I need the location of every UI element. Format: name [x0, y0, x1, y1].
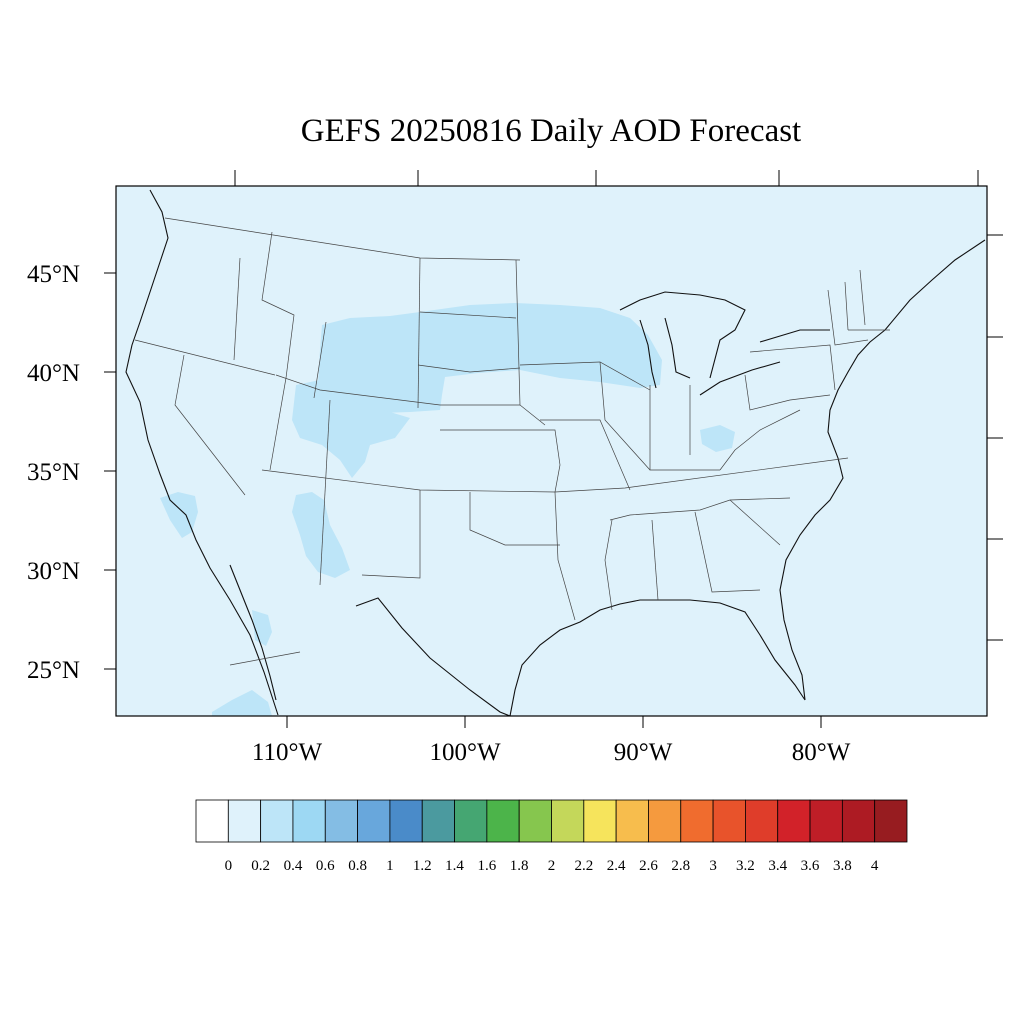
map-tick-marks: [104, 170, 1003, 728]
colorbar-level-label: 3.8: [833, 858, 852, 874]
colorbar-level-label: 0.8: [348, 858, 367, 874]
colorbar-swatch: [648, 799, 682, 843]
colorbar-swatch: [486, 799, 520, 843]
colorbar-level-label: 0.4: [284, 858, 303, 874]
coastline: [125, 189, 986, 717]
colorbar-level-label: 0: [225, 858, 233, 874]
aod-plume-ohio-valley: [700, 425, 735, 452]
aod-plume-regions: [160, 303, 735, 716]
colorbar-level-label: 2.4: [607, 858, 626, 874]
map-title: GEFS 20250816 Daily AOD Forecast: [301, 113, 801, 149]
latitude-axis: 45°N 40°N 35°N 30°N 25°N: [27, 261, 80, 684]
longitude-axis: 110°W 100°W 90°W 80°W: [252, 739, 851, 766]
colorbar-swatch: [292, 799, 326, 843]
colorbar-level-label: 2.6: [639, 858, 658, 874]
colorbar-swatch: [615, 799, 649, 843]
lon-label-80w: 80°W: [792, 739, 851, 766]
colorbar-level-label: 0.2: [251, 858, 270, 874]
lat-label-25: 25°N: [27, 657, 80, 684]
colorbar-swatch: [583, 799, 617, 843]
colorbar-level-label: 0.6: [316, 858, 335, 874]
colorbar-level-label: 3.4: [768, 858, 787, 874]
colorbar-swatch: [518, 799, 552, 843]
colorbar-level-label: 2.8: [671, 858, 690, 874]
colorbar-level-label: 1: [386, 858, 394, 874]
lat-label-30: 30°N: [27, 558, 80, 585]
colorbar-swatch: [809, 799, 843, 843]
colorbar-swatch: [195, 799, 229, 843]
lon-label-110w: 110°W: [252, 739, 323, 766]
aod-plume-colorado: [292, 380, 410, 478]
colorbar-swatch: [874, 799, 908, 843]
colorbar-swatch: [777, 799, 811, 843]
colorbar-swatch: [712, 799, 746, 843]
aod-colorbar: 0 0.2 0.4 0.6 0.8 1 1.2 1.4 1.6 1.8 2 2.2 2.4 2.6 2.8 3…: [195, 799, 908, 874]
colorbar-swatch: [357, 799, 391, 843]
lat-label-35: 35°N: [27, 459, 80, 486]
aod-plume-arizona: [292, 492, 350, 578]
colorbar-swatch: [421, 799, 455, 843]
colorbar-level-label: 3: [709, 858, 717, 874]
colorbar-level-label: 1.4: [445, 858, 464, 874]
aod-plume-socal: [160, 492, 198, 538]
lon-label-90w: 90°W: [614, 739, 673, 766]
colorbar-swatch: [841, 799, 876, 843]
colorbar-level-label: 3.6: [801, 858, 820, 874]
colorbar-swatch: [324, 799, 358, 843]
aod-plume-baja: [252, 610, 272, 646]
colorbar-level-label: 1.2: [413, 858, 432, 874]
colorbar-swatch: [227, 799, 262, 843]
colorbar-swatch: [389, 799, 423, 843]
lon-label-100w: 100°W: [429, 739, 500, 766]
aod-plume-mexico: [212, 690, 272, 716]
colorbar-level-label: 3.2: [736, 858, 755, 874]
colorbar-level-label: 2.2: [574, 858, 593, 874]
colorbar-level-label: 1.8: [510, 858, 529, 874]
map-frame: [115, 185, 988, 717]
map-panel: [104, 170, 1003, 728]
aod-plume-northern-plains: [318, 303, 662, 413]
colorbar-level-label: 1.6: [477, 858, 496, 874]
colorbar-swatch: [454, 799, 488, 843]
colorbar-level-label: 4: [871, 858, 879, 874]
colorbar-swatch: [680, 799, 714, 843]
lat-label-45: 45°N: [27, 261, 80, 288]
colorbar-swatch: [260, 799, 294, 843]
colorbar-swatch: [745, 799, 779, 843]
colorbar-swatch: [551, 799, 585, 843]
lat-label-40: 40°N: [27, 360, 80, 387]
state-boundaries: [134, 217, 890, 666]
colorbar-level-label: 2: [548, 858, 556, 874]
